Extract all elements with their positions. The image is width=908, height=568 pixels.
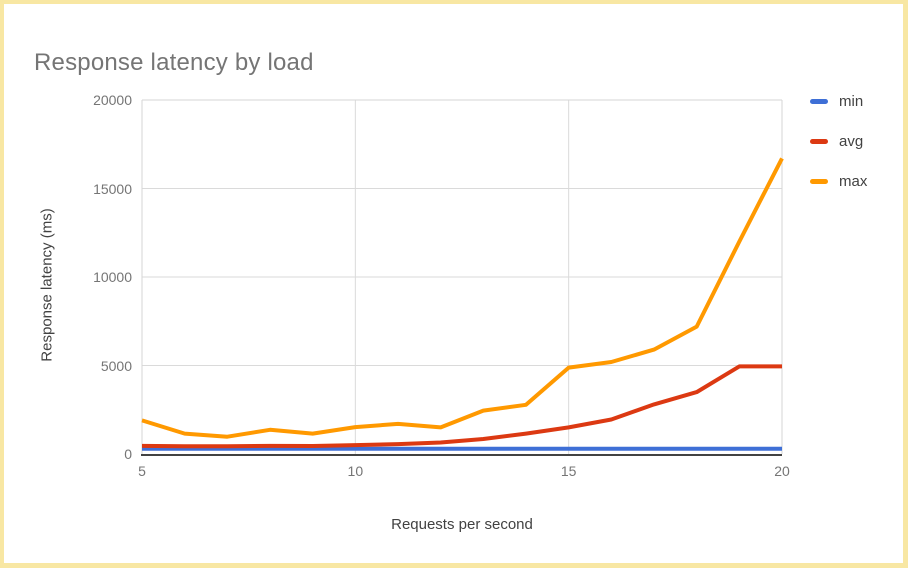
legend-swatch-max bbox=[810, 179, 828, 184]
legend-item-min[interactable]: min bbox=[810, 88, 867, 115]
series-line-max[interactable] bbox=[141, 157, 784, 439]
x-tick-label-15: 15 bbox=[560, 463, 577, 479]
x-axis-title: Requests per second bbox=[391, 516, 533, 533]
legend-item-avg[interactable]: avg bbox=[810, 128, 867, 155]
legend-label-max: max bbox=[839, 173, 868, 190]
y-tick-label-15000: 15000 bbox=[93, 180, 132, 197]
x-tick-label-5: 5 bbox=[138, 463, 146, 479]
legend-label-avg: avg bbox=[839, 133, 864, 150]
legend-label-min: min bbox=[839, 93, 864, 110]
y-axis-title: Response latency (ms) bbox=[38, 208, 56, 362]
x-tick-label-20: 20 bbox=[774, 463, 790, 479]
chart-title: Response latency by load bbox=[34, 49, 314, 77]
legend-swatch-avg bbox=[810, 139, 828, 144]
legend-swatch-min bbox=[810, 99, 828, 104]
legend-item-max[interactable]: max bbox=[810, 168, 867, 195]
y-tick-label-10000: 10000 bbox=[93, 269, 132, 285]
x-tick-label-10: 10 bbox=[347, 463, 364, 479]
y-tick-label-0: 0 bbox=[124, 446, 132, 462]
chart-legend: min avg max bbox=[810, 88, 867, 208]
y-tick-label-5000: 5000 bbox=[100, 357, 132, 374]
series-line-avg[interactable] bbox=[141, 364, 782, 449]
y-tick-label-20000: 20000 bbox=[93, 92, 132, 108]
